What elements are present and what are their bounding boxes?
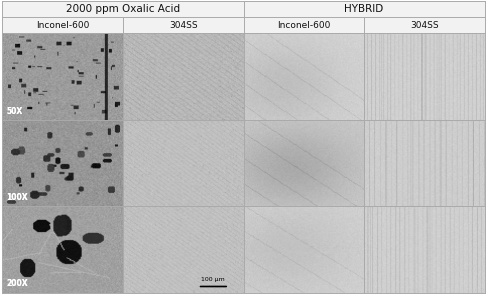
Text: 304SS: 304SS xyxy=(410,21,439,30)
Text: Inconel-600: Inconel-600 xyxy=(36,21,90,30)
Text: 100 μm: 100 μm xyxy=(202,277,225,282)
Text: 200X: 200X xyxy=(6,279,28,288)
Text: Inconel-600: Inconel-600 xyxy=(277,21,331,30)
Text: 100X: 100X xyxy=(6,193,28,202)
Text: 304SS: 304SS xyxy=(169,21,198,30)
Text: 50X: 50X xyxy=(6,106,22,116)
Text: 200X: 200X xyxy=(6,279,28,288)
Text: HYBRID: HYBRID xyxy=(344,4,384,14)
Text: 2000 ppm Oxalic Acid: 2000 ppm Oxalic Acid xyxy=(66,4,180,14)
Text: 100X: 100X xyxy=(6,193,28,202)
Text: 50X: 50X xyxy=(6,106,22,116)
